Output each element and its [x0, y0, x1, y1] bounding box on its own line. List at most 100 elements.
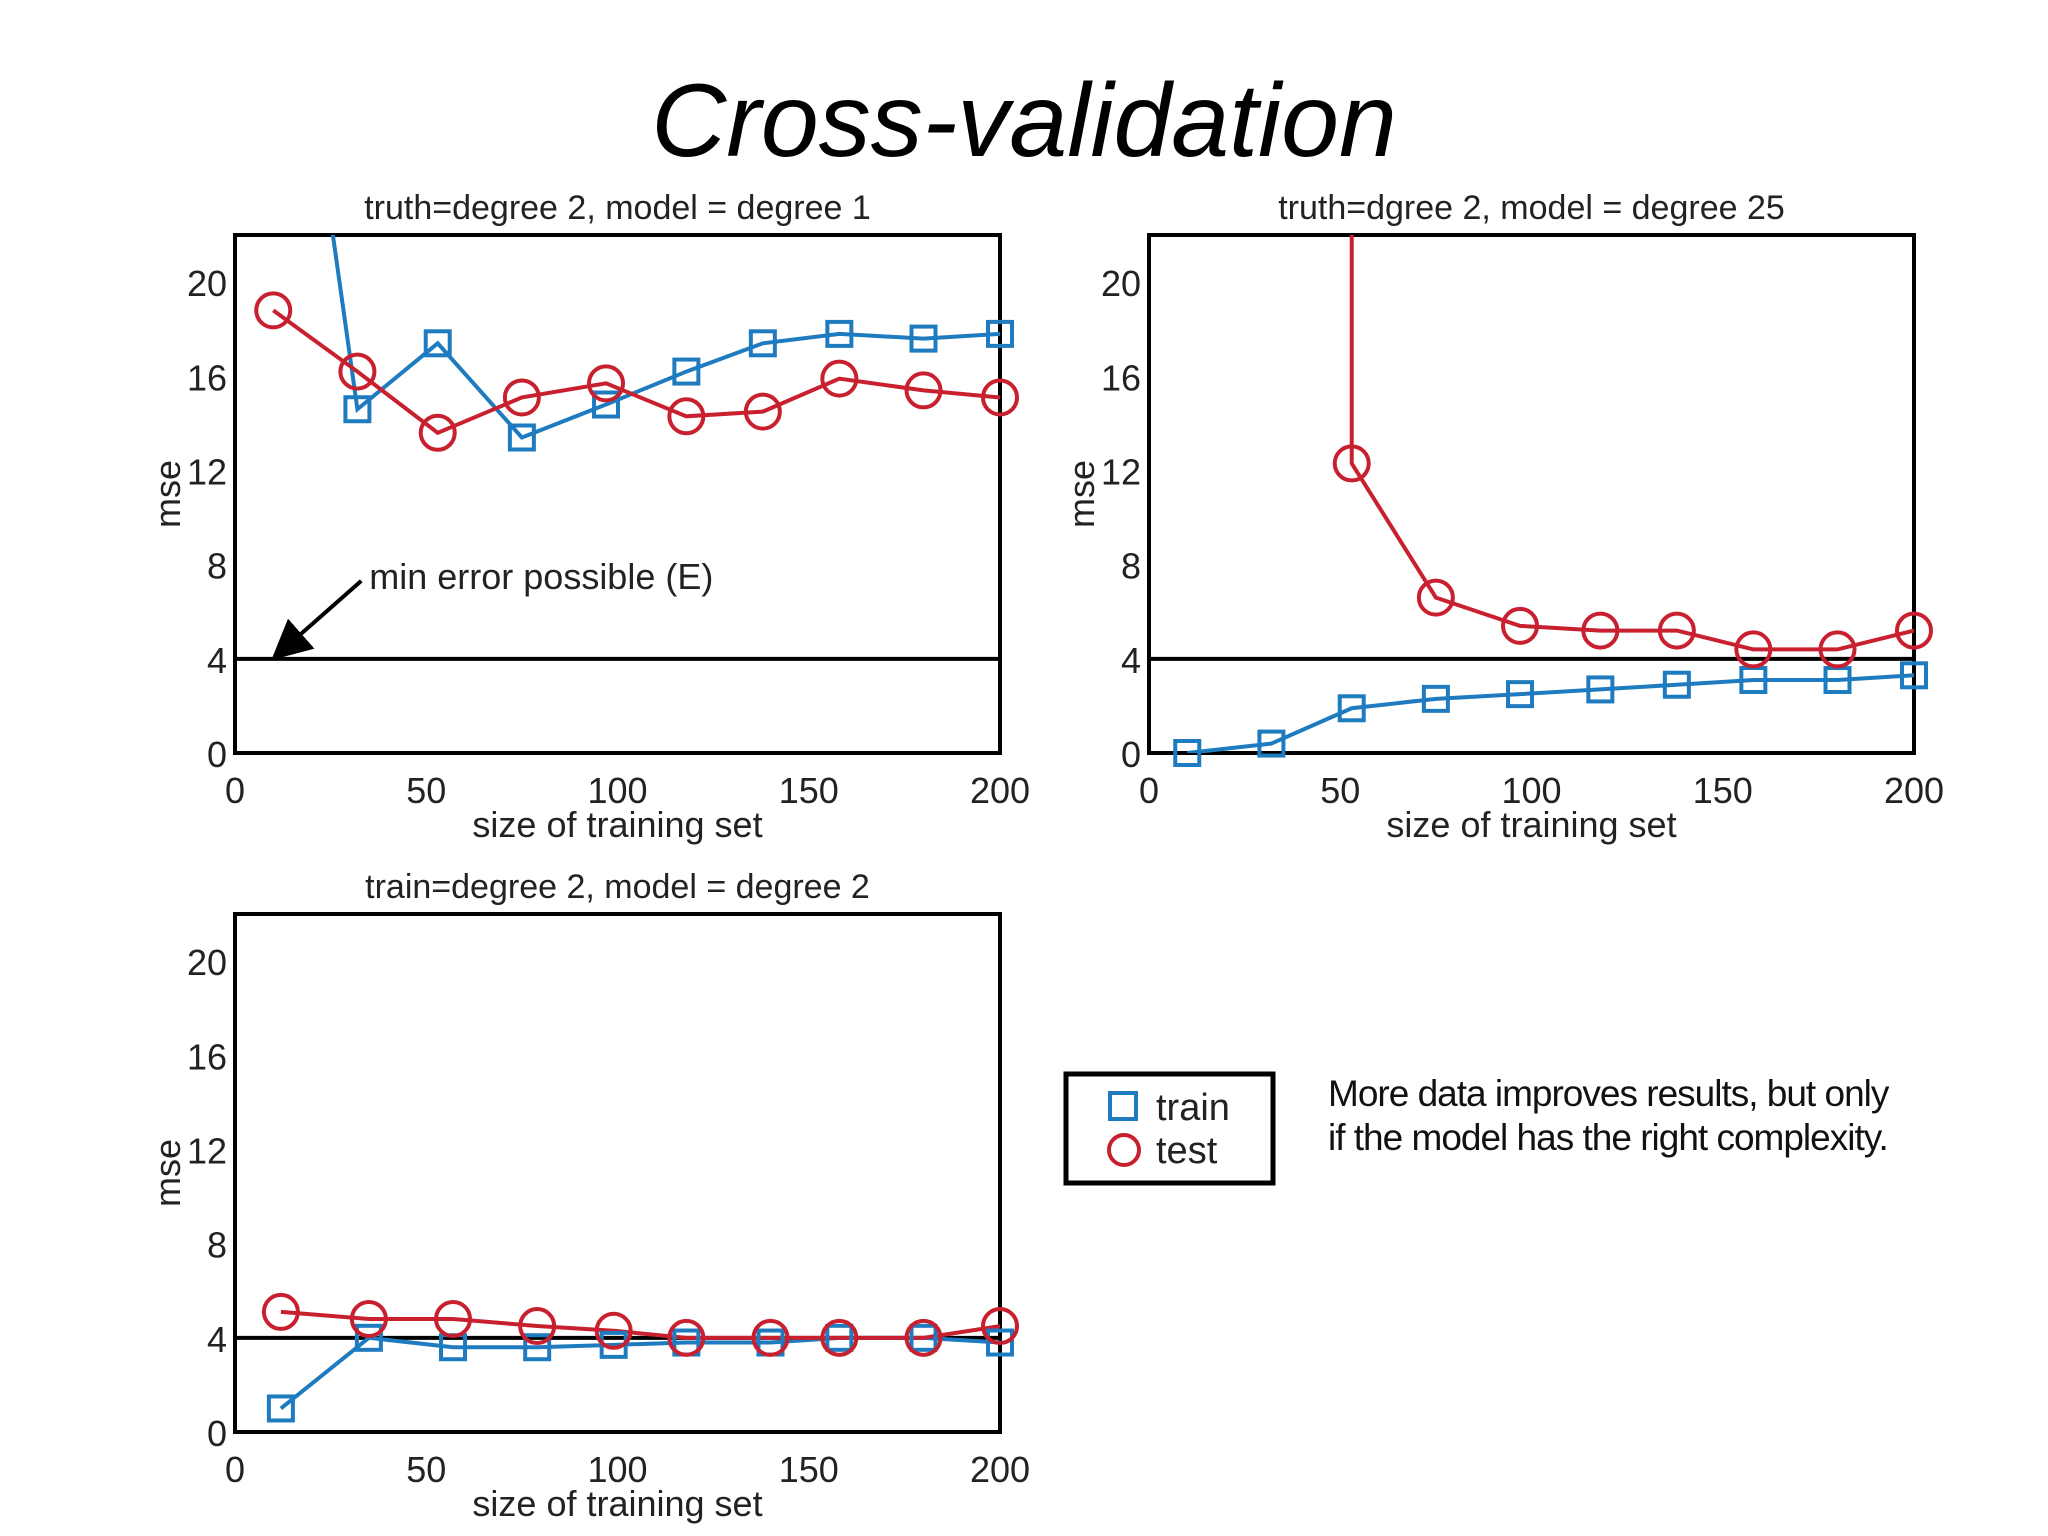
y-tick-label: 4 [207, 640, 227, 681]
train-point [1900, 661, 1928, 690]
y-tick-label: 12 [187, 451, 227, 492]
test-point [981, 378, 1019, 417]
x-tick-label: 50 [1320, 770, 1360, 811]
chart-title: train=degree 2, model = degree 2 [365, 868, 870, 906]
x-tick-label: 0 [225, 770, 245, 811]
legend-test-marker [1107, 1133, 1141, 1167]
test-point [518, 1307, 557, 1346]
x-tick-label: 100 [587, 1449, 647, 1490]
note-line-2: if the model has the right complexity. [1328, 1117, 1889, 1158]
legend-test-label: test [1156, 1130, 1218, 1172]
chart-degree-1: truth=degree 2, model = degree 1 0 4 8 12 16 2… [147, 189, 1030, 845]
train-point [266, 1394, 295, 1423]
plot-area [272, 235, 1000, 440]
test-point [904, 1318, 943, 1357]
x-tick-label: 0 [225, 1449, 245, 1490]
y-tick-label: 12 [187, 1130, 227, 1171]
legend: train test [1063, 1071, 1276, 1186]
legend-train-marker [1108, 1091, 1138, 1121]
train-point [909, 324, 938, 353]
train-point [1421, 684, 1450, 713]
test-point [418, 413, 457, 452]
test-point [261, 1292, 300, 1331]
train-point [748, 329, 777, 358]
y-tick-label: 20 [187, 263, 227, 304]
annotation-arrow [271, 579, 363, 661]
series-train-line [1187, 673, 1914, 753]
train-point [507, 423, 536, 452]
y-tick-label: 8 [207, 546, 227, 587]
test-point [904, 371, 943, 410]
train-point [825, 1323, 854, 1352]
plot-area [279, 1309, 1000, 1411]
train-point [1506, 680, 1535, 709]
test-point [981, 1307, 1019, 1346]
x-tick-label: 50 [406, 1449, 446, 1490]
plot-frame [1147, 233, 1916, 755]
test-point [1657, 611, 1696, 650]
x-axis-label: size of training set [472, 1483, 762, 1524]
chart-degree-25: truth=dgree 2, model = degree 25 0 4 8 12 16 2… [1061, 189, 1944, 845]
chart-title: truth=degree 2, model = degree 1 [364, 189, 871, 227]
page-title: Cross-validation [651, 63, 1397, 179]
train-point [672, 357, 701, 386]
test-point [751, 1318, 790, 1357]
series-test-line [1349, 235, 1914, 652]
legend-train-label: train [1156, 1087, 1230, 1129]
train-point [1662, 670, 1691, 699]
train-point [523, 1333, 552, 1362]
x-tick-label: 150 [1693, 770, 1753, 811]
note-line-1: More data improves results, but only [1328, 1073, 1889, 1114]
test-point [434, 1299, 473, 1338]
series-test-line [280, 1309, 1000, 1340]
x-axis-label: size of training set [472, 804, 762, 845]
x-tick-label: 100 [1501, 770, 1561, 811]
test-point [820, 1318, 859, 1357]
x-tick-label: 0 [1139, 770, 1159, 811]
x-axis-label: size of training set [1386, 804, 1676, 845]
x-tick-label: 200 [1884, 770, 1944, 811]
x-tick-label: 200 [970, 1449, 1030, 1490]
chart-degree-2: train=degree 2, model = degree 2 0 4 8 12 16 2… [147, 868, 1030, 1524]
test-point [254, 291, 293, 330]
train-point [825, 319, 854, 348]
test-point [1818, 630, 1857, 669]
x-tick-label: 150 [779, 1449, 839, 1490]
train-point [343, 395, 372, 424]
y-tick-label: 16 [187, 357, 227, 398]
y-tick-label: 12 [1101, 451, 1141, 492]
test-point [502, 378, 541, 417]
test-point [1332, 444, 1371, 483]
plot-area [1187, 235, 1914, 753]
test-point [594, 1311, 633, 1350]
test-point [349, 1299, 388, 1338]
y-tick-label: 16 [187, 1036, 227, 1077]
test-point [820, 359, 859, 398]
train-point [909, 1323, 938, 1352]
y-tick-label: 20 [1101, 263, 1141, 304]
series-train-line [330, 235, 1000, 440]
test-point [667, 397, 706, 436]
train-point [1173, 739, 1202, 767]
annotation-text: min error possible (E) [369, 556, 713, 597]
test-point [1734, 630, 1773, 669]
test-point [1501, 606, 1540, 645]
test-point [743, 392, 782, 431]
test-point [1581, 611, 1620, 650]
y-axis-label: mse [147, 460, 188, 528]
x-tick-label: 150 [779, 770, 839, 811]
y-tick-label: 16 [1101, 357, 1141, 398]
y-axis-label: mse [1061, 460, 1102, 528]
test-point [1895, 611, 1933, 650]
y-tick-label: 0 [207, 1413, 227, 1454]
y-tick-label: 4 [207, 1319, 227, 1360]
x-tick-label: 100 [587, 770, 647, 811]
train-point [354, 1323, 383, 1352]
test-point [1416, 578, 1455, 617]
y-tick-label: 20 [187, 942, 227, 983]
train-point [592, 390, 621, 419]
train-point [986, 1328, 1014, 1357]
y-tick-label: 0 [207, 734, 227, 775]
test-point [587, 364, 626, 403]
